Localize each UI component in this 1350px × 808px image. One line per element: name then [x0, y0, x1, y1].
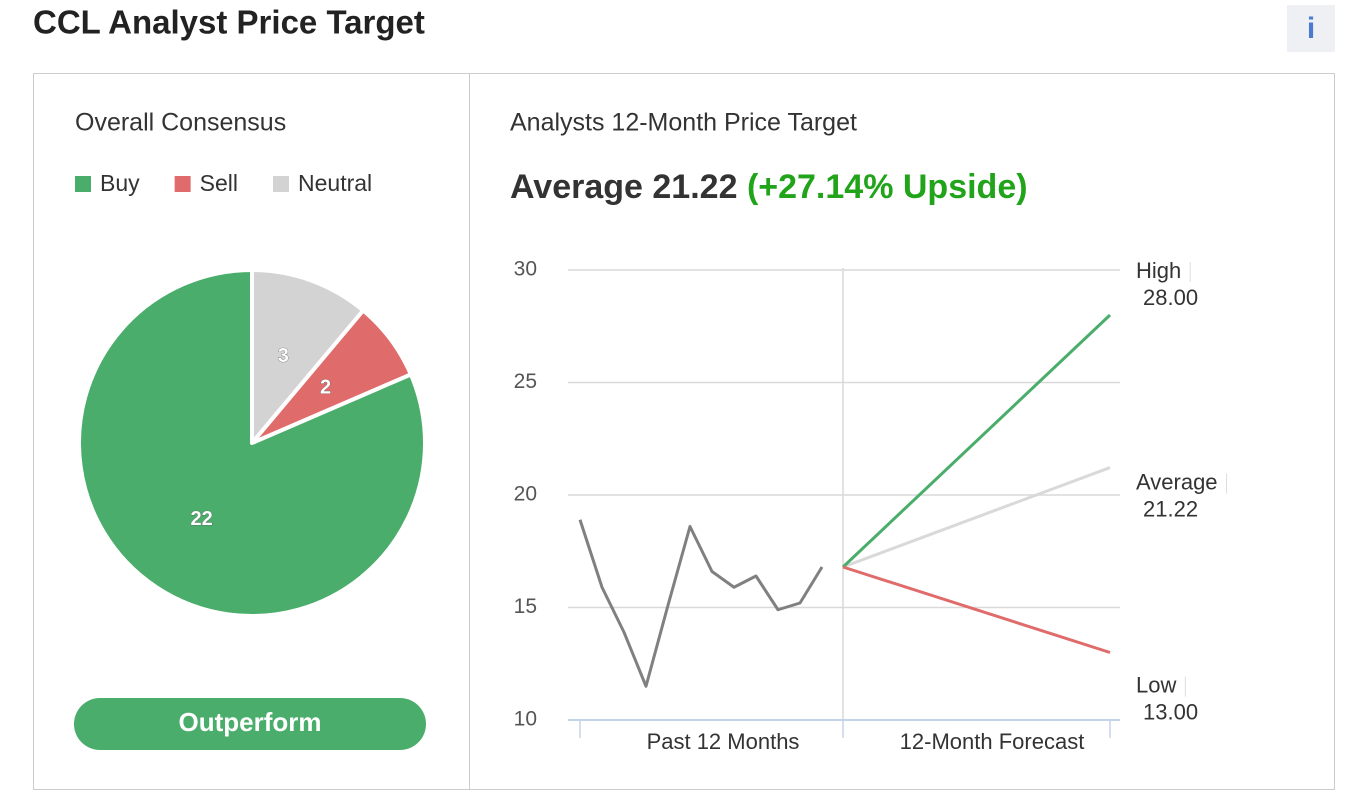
- forecast-name: Average: [1136, 469, 1218, 494]
- forecast-name: High: [1136, 258, 1181, 283]
- page-title: CCL Analyst Price Target: [33, 4, 425, 41]
- y-tick-label: 30: [514, 258, 537, 281]
- legend-swatch: [75, 176, 91, 192]
- line-title: Analysts 12-Month Price Target: [510, 109, 857, 137]
- x-label: Past 12 Months: [647, 729, 800, 754]
- panel-border: [33, 73, 1335, 790]
- pie-title: Overall Consensus: [75, 109, 286, 137]
- forecast-name: Low: [1136, 672, 1176, 697]
- info-button[interactable]: [1287, 5, 1335, 52]
- headline-value: 21.22: [652, 168, 737, 206]
- forecast-value: 13.00: [1143, 699, 1198, 724]
- forecast-line: [842, 466, 1111, 569]
- slice-label: 22: [190, 508, 212, 530]
- past-line: [578, 519, 824, 688]
- forecast-line: [842, 565, 1111, 654]
- slice-label: 3: [278, 345, 289, 367]
- forecast-value: 21.22: [1143, 496, 1198, 521]
- slice-label: 2: [320, 377, 331, 399]
- rating-button: [74, 698, 426, 750]
- legend-label: Sell: [200, 170, 238, 196]
- legend-label: Neutral: [298, 170, 372, 196]
- pie-slice: [250, 268, 366, 445]
- headline-label: Average: [510, 168, 643, 206]
- headline-upside: (+27.14% Upside): [747, 168, 1028, 206]
- forecast-line: [841, 313, 1112, 569]
- y-tick-label: 25: [514, 370, 537, 393]
- legend-label: Buy: [100, 170, 140, 196]
- pie-slice: [77, 268, 427, 618]
- y-tick-label: 15: [514, 595, 537, 618]
- headline: Average 21.22 (+27.14% Upside): [510, 168, 1028, 206]
- y-tick-label: 10: [514, 708, 537, 731]
- legend-swatch: [174, 176, 191, 192]
- forecast-value: 28.00: [1143, 285, 1198, 310]
- legend-swatch: [273, 176, 289, 192]
- info-icon[interactable]: i: [1307, 12, 1315, 45]
- rating-label: Outperform: [179, 707, 322, 737]
- y-tick-label: 20: [514, 483, 537, 506]
- x-label: 12-Month Forecast: [900, 729, 1085, 754]
